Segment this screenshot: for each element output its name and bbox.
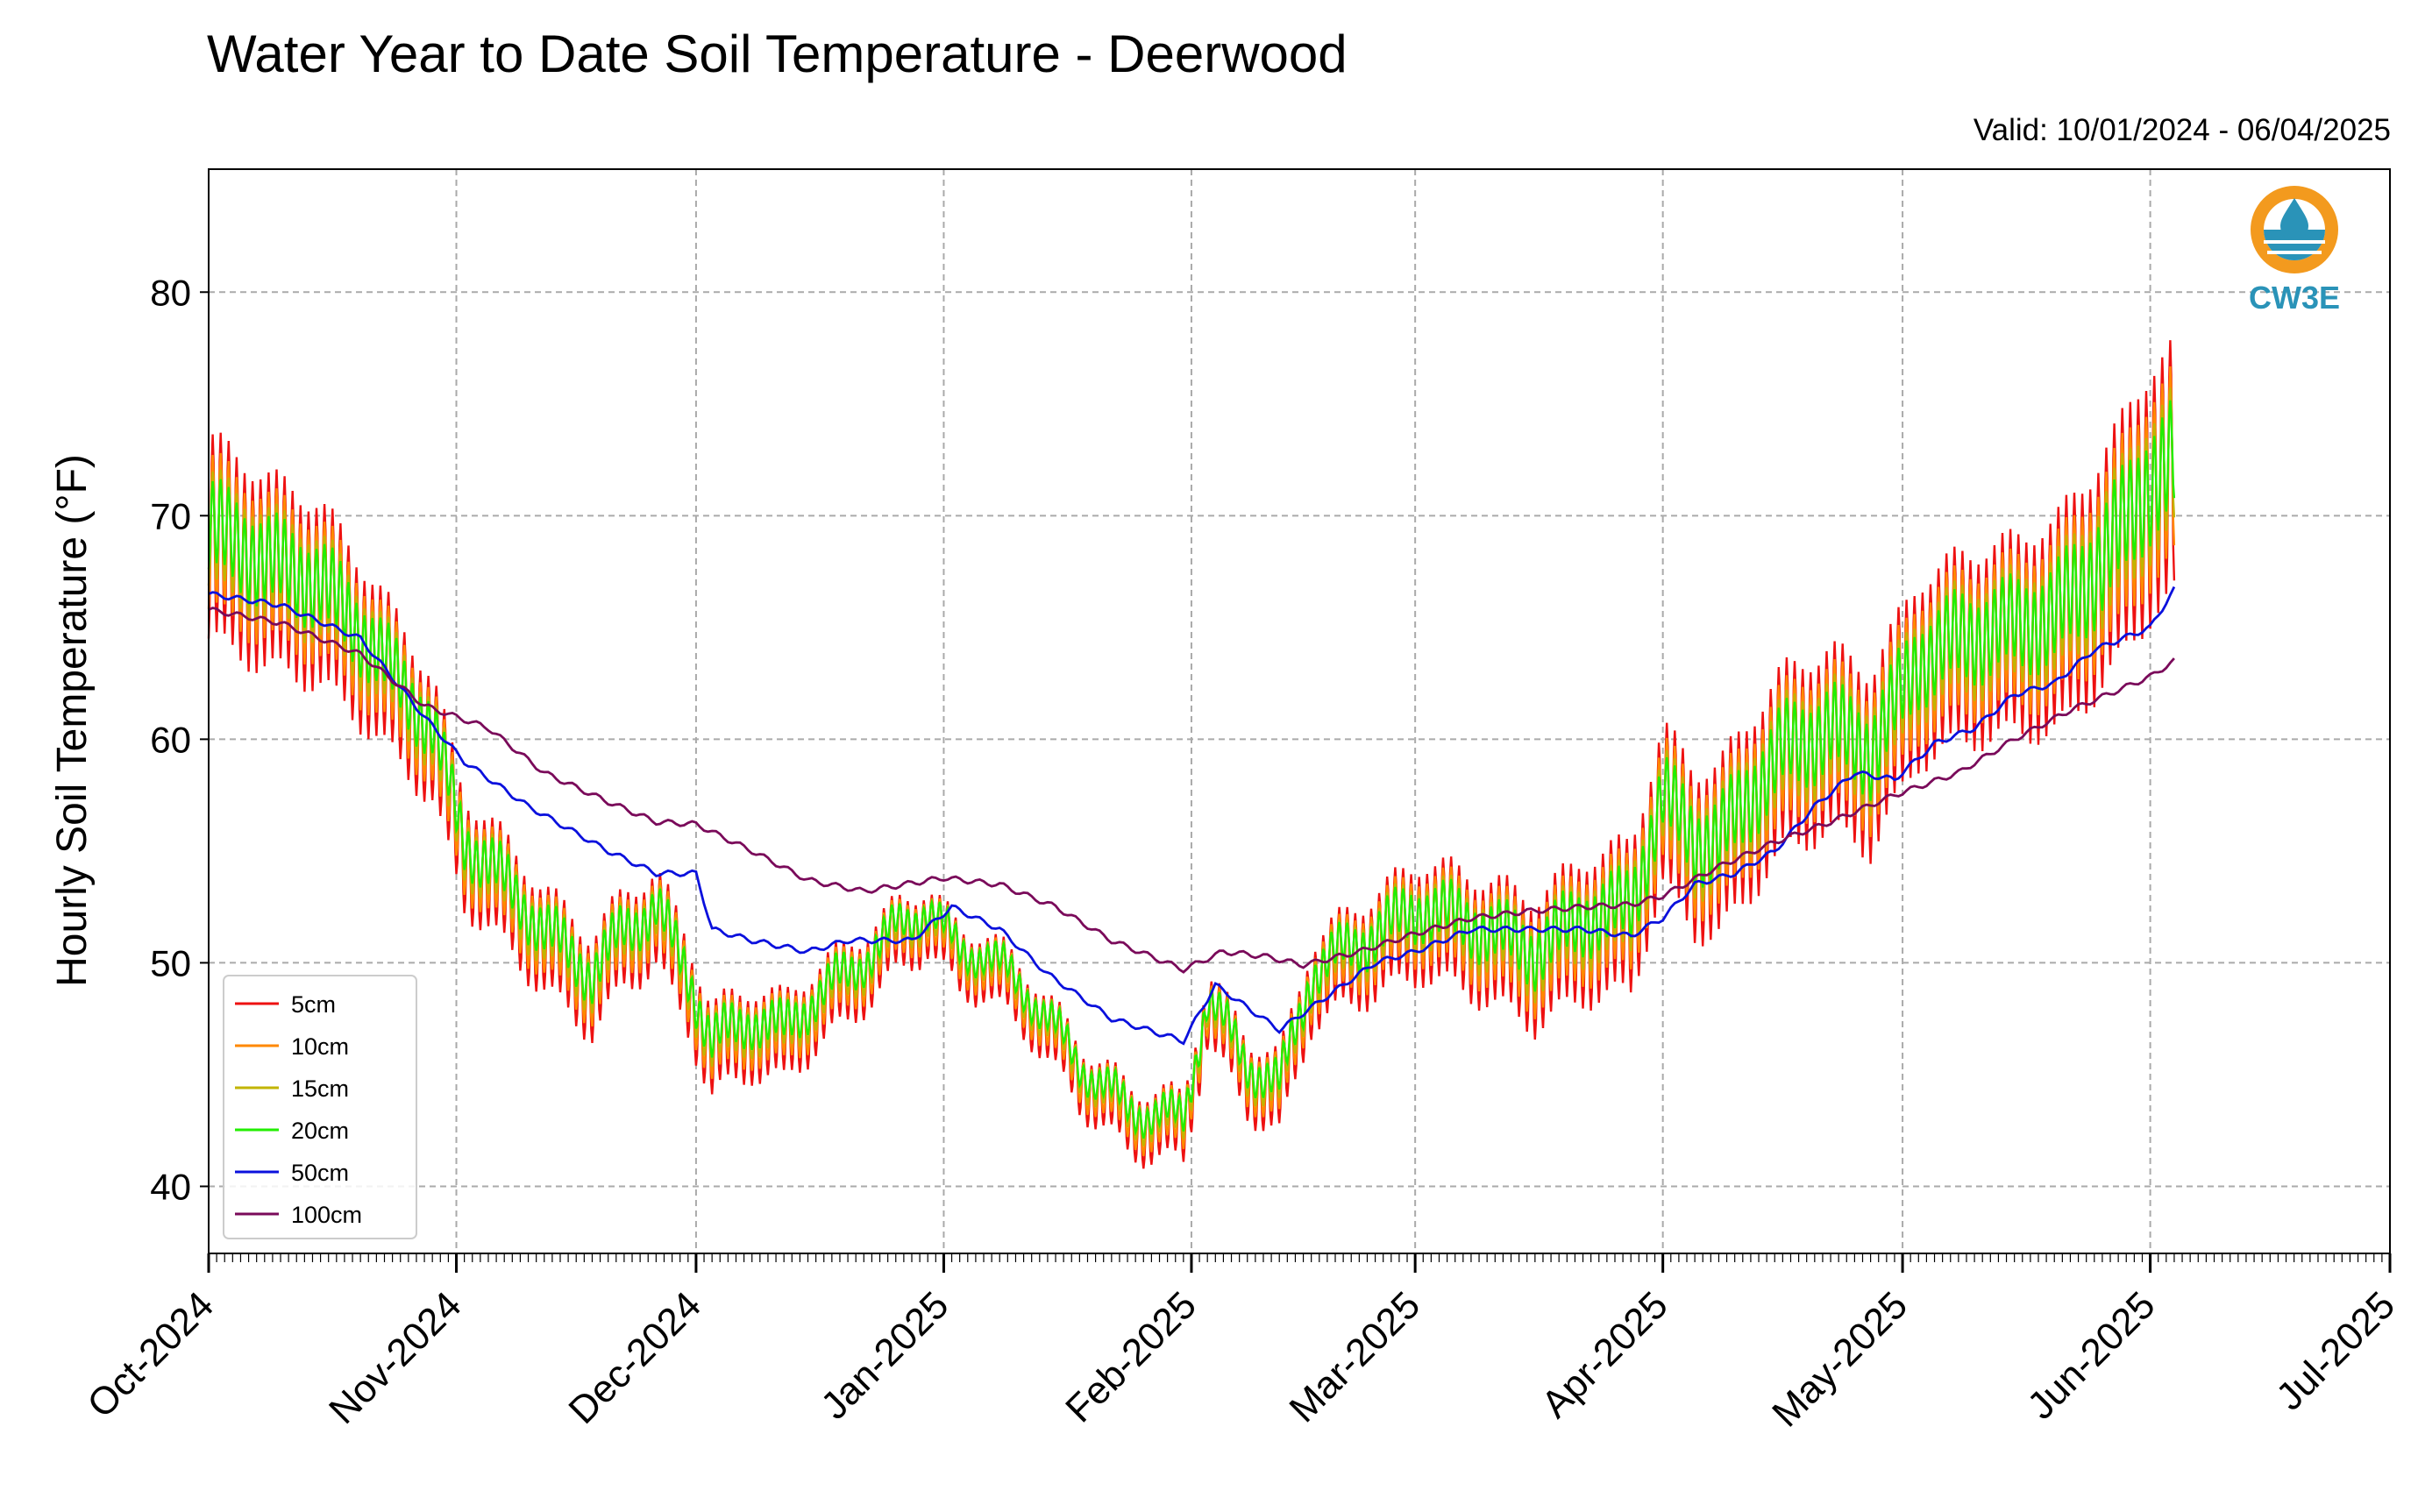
plot-series: [207, 340, 2176, 1169]
series-line-10cm: [207, 366, 2176, 1156]
chart-title: Water Year to Date Soil Temperature - De…: [207, 25, 1348, 83]
y-tick-labels: 40 50 60 70 80: [150, 272, 191, 1207]
legend: 5cm 10cm 15cm 20cm 50cm 100cm: [223, 975, 417, 1239]
chart-subtitle: Valid: 10/01/2024 - 06/04/2025: [1974, 113, 2391, 147]
axis-ticks: [200, 291, 2392, 1273]
legend-label-50cm: 50cm: [291, 1160, 349, 1186]
plot-frame: [208, 168, 2391, 1254]
y-tick-label: 60: [150, 719, 191, 760]
logo-text: CW3E: [2249, 280, 2340, 316]
y-axis-label: Hourly Soil Temperature (°F): [49, 454, 96, 987]
y-tick-label: 40: [150, 1166, 191, 1207]
y-tick-label: 70: [150, 495, 191, 536]
legend-label-15cm: 15cm: [291, 1075, 349, 1102]
legend-label-100cm: 100cm: [291, 1202, 362, 1228]
y-tick-label: 80: [150, 272, 191, 313]
series-line-50cm: [208, 586, 2176, 1046]
logo-drop: [2280, 198, 2308, 240]
cw3e-logo: CW3E: [2249, 186, 2340, 316]
series-line-5cm: [207, 340, 2176, 1169]
water-drop-icon: [2251, 186, 2338, 273]
legend-label-5cm: 5cm: [291, 991, 336, 1018]
series-line-20cm: [207, 400, 2176, 1139]
legend-items: 5cm 10cm 15cm 20cm 50cm 100cm: [235, 991, 362, 1228]
y-tick-label: 50: [150, 942, 191, 983]
legend-label-10cm: 10cm: [291, 1033, 349, 1060]
legend-label-20cm: 20cm: [291, 1118, 349, 1144]
series-line-100cm: [208, 607, 2175, 974]
